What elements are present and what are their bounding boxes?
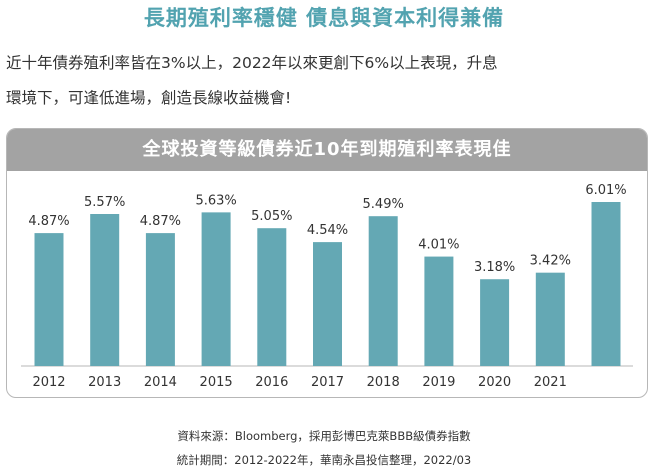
period-note: 統計期間：2012-2022年，華南永昌投信整理，2022/03 — [176, 453, 472, 467]
bar — [257, 228, 287, 366]
bar-chart: 4.87% 2012 5.57% 2013 4.87% 2014 5.63% 2015 5.05… — [21, 183, 633, 390]
x-tick-label: 2017 — [311, 375, 344, 390]
bar — [145, 233, 175, 366]
bar — [368, 216, 398, 366]
x-tick-label: 2016 — [255, 375, 288, 390]
data-label: 3.42% — [530, 254, 571, 269]
x-tick-label: 2015 — [200, 375, 233, 390]
data-label: 4.87% — [28, 214, 69, 229]
bar — [591, 202, 621, 366]
data-label: 3.18% — [474, 260, 515, 275]
chart-panel: 全球投資等級債券近10年到期殖利率表現佳 4.87% 2012 5.57% 2013 4… — [6, 128, 648, 398]
bar — [90, 214, 120, 366]
intro-text: 近十年債券殖利率皆在3%以上，2022年以來更創下6%以上表現，升息 環境下，可… — [6, 46, 646, 116]
bar — [201, 212, 231, 366]
x-tick-label: 2012 — [32, 375, 65, 390]
data-label: 4.01% — [418, 238, 459, 253]
x-tick-label: 2020 — [478, 375, 511, 390]
data-label: 4.54% — [307, 223, 348, 238]
data-label: 5.49% — [363, 197, 404, 212]
x-tick-label: 2014 — [144, 375, 177, 390]
bar — [480, 279, 510, 366]
intro-line-1: 近十年債券殖利率皆在3%以上，2022年以來更創下6%以上表現，升息 — [6, 54, 498, 72]
bar — [535, 272, 565, 366]
intro-line-2: 環境下，可逢低進場，創造長線收益機會! — [6, 89, 292, 107]
x-tick-label: 2019 — [422, 375, 455, 390]
x-tick-label: 2021 — [534, 375, 567, 390]
bar — [34, 233, 64, 366]
x-tick-label: 2018 — [367, 375, 400, 390]
data-label: 5.05% — [251, 209, 292, 224]
bar — [424, 256, 454, 366]
data-label: 6.01% — [585, 183, 626, 198]
data-label: 4.87% — [140, 214, 181, 229]
data-label: 5.63% — [195, 193, 236, 208]
data-label: 5.57% — [84, 195, 125, 210]
headline: 長期殖利率穩健 債息與資本利得兼備 — [143, 6, 505, 30]
source-note: 資料來源：Bloomberg，採用彭博巴克萊BBB級債券指數 — [177, 429, 471, 443]
bar — [313, 242, 342, 366]
chart-title: 全球投資等級債券近10年到期殖利率表現佳 — [7, 129, 647, 171]
x-tick-label: 2013 — [88, 375, 121, 390]
